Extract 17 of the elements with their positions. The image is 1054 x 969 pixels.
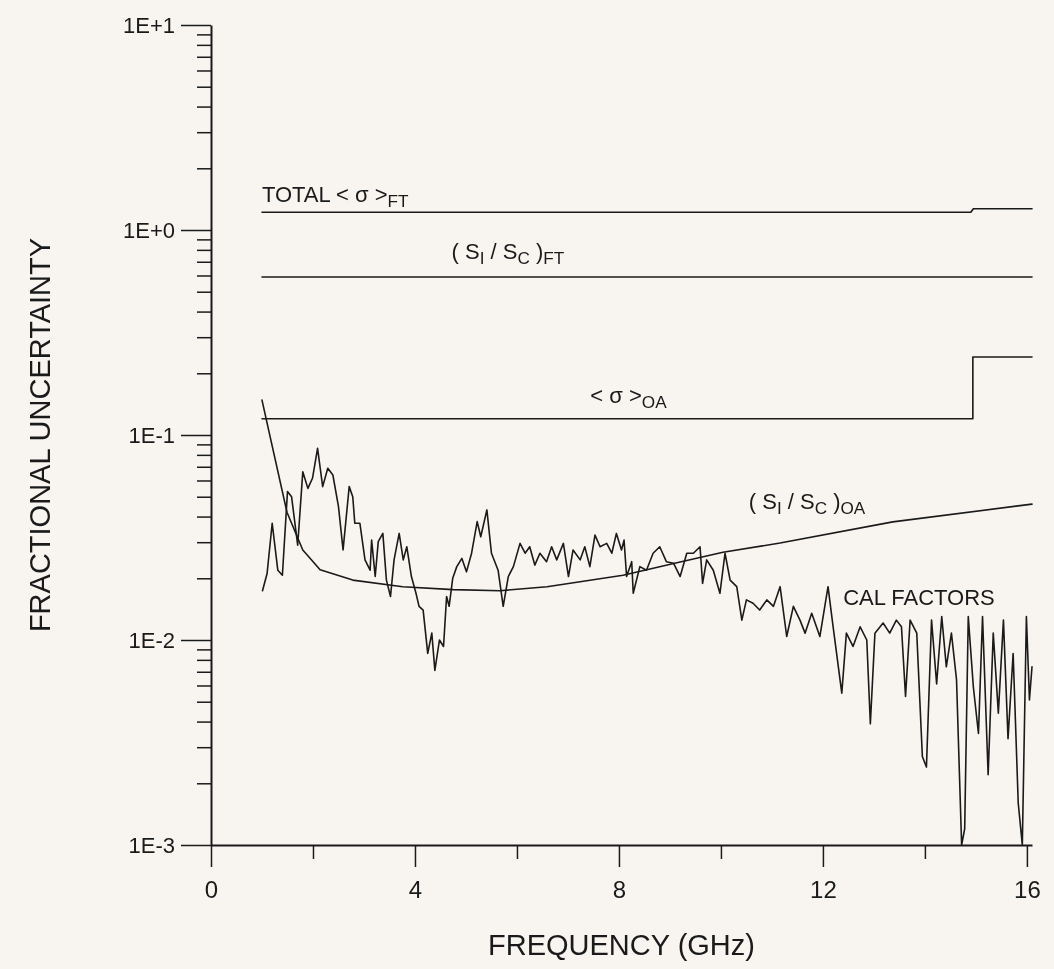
y-tick-label: 1E-3	[128, 832, 175, 858]
x-tick-label: 12	[810, 876, 837, 904]
series-label: ( S$_{I}$ / S$_{C}$ )$_{FT}$	[451, 238, 565, 269]
series-label: TOTAL < σ >$_{FT}$	[261, 182, 410, 212]
x-tick-label: 16	[1014, 876, 1041, 904]
series-label: CAL FACTORS	[843, 584, 995, 610]
y-tick-label: 1E-2	[128, 627, 175, 653]
series-label: ( S$_{I}$ / S$_{C}$ )$_{OA}$	[748, 489, 866, 519]
x-tick-label: 8	[612, 876, 627, 904]
x-tick-label: 4	[408, 876, 423, 904]
y-tick-label: 1E+0	[123, 217, 175, 243]
series-label: < σ >$_{OA}$	[590, 382, 668, 412]
y-axis-title: FRACTIONAL UNCERTAINTY	[24, 237, 56, 633]
y-tick-label: 1E+1	[123, 12, 175, 38]
x-tick-label: 0	[204, 876, 219, 904]
y-tick-label: 1E-1	[128, 422, 175, 448]
x-axis-title: FREQUENCY (GHz)	[488, 929, 755, 961]
